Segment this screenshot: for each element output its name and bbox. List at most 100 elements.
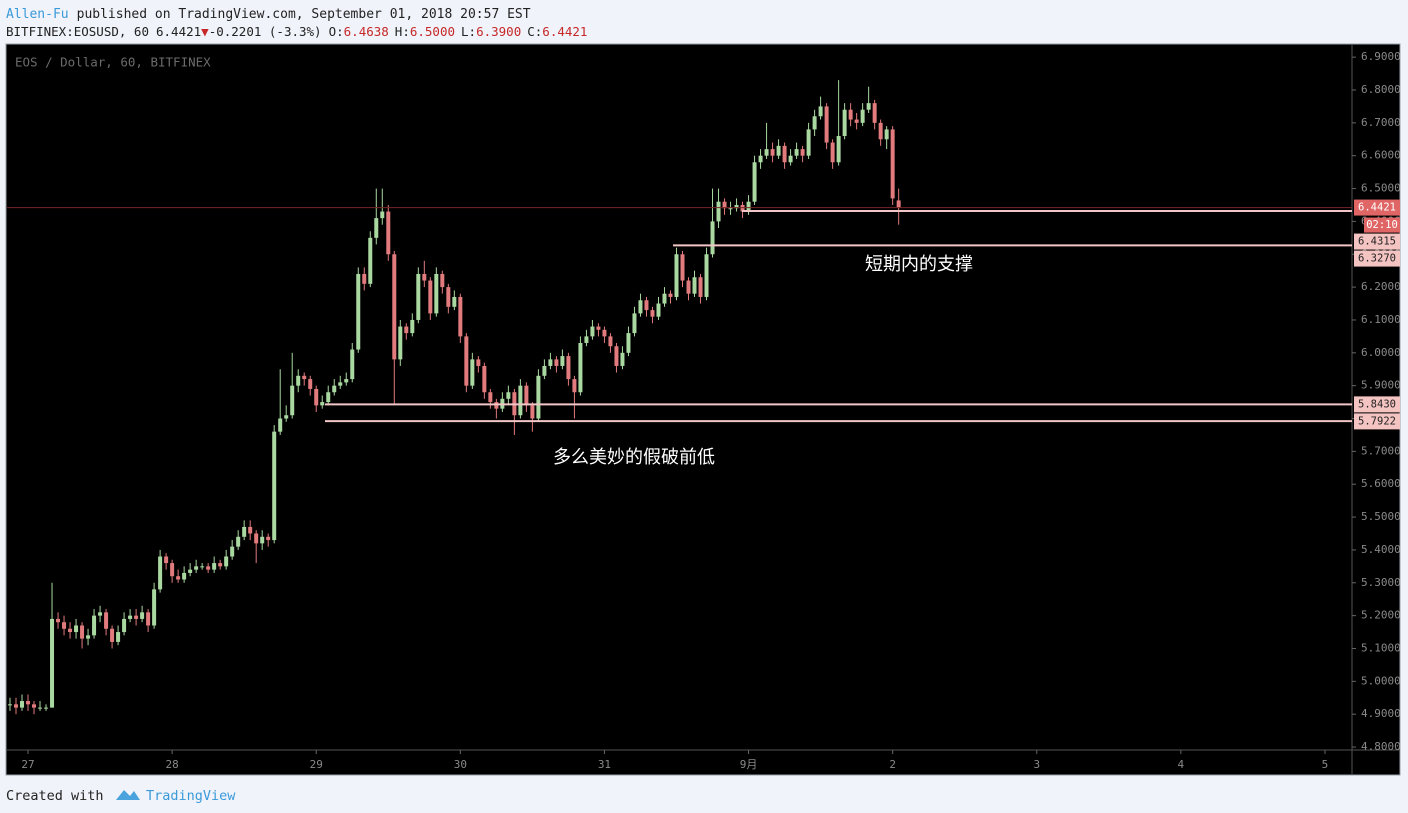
candle-body: [470, 359, 475, 386]
candle-body: [320, 402, 325, 406]
level-label: 5.7922: [1358, 415, 1396, 427]
candle-body: [314, 388, 319, 406]
candle-body: [602, 329, 607, 337]
candle-body: [194, 566, 199, 570]
candle-body: [524, 385, 529, 406]
brand-logo[interactable]: [116, 790, 140, 800]
symbol-line: BITFINEX:EOSUSD, 60 6.4421▼-0.2201 (-3.3%…: [6, 24, 587, 39]
candle-body: [290, 385, 295, 416]
candle-body: [104, 612, 109, 629]
candle-body: [806, 129, 811, 156]
candle-body: [554, 359, 559, 366]
candle-body: [716, 201, 721, 222]
y-tick-label: 6.7000: [1361, 116, 1401, 129]
candle-body: [842, 109, 847, 136]
annotation: 短期内的支撑: [865, 254, 973, 275]
y-tick-label: 5.9000: [1361, 379, 1401, 392]
y-tick-label: 5.0000: [1361, 674, 1401, 687]
x-tick-label: 30: [454, 758, 467, 771]
candle-body: [638, 300, 643, 314]
candle-body: [884, 129, 889, 140]
author[interactable]: Allen-Fu: [6, 7, 69, 22]
candle-body: [866, 103, 871, 110]
y-tick-label: 4.8000: [1361, 740, 1401, 753]
candle-body: [236, 536, 241, 547]
candle-body: [890, 129, 895, 199]
candle-body: [818, 106, 823, 117]
candle-body: [368, 237, 373, 284]
footer-brand[interactable]: TradingView: [146, 788, 236, 804]
x-tick-label: 5: [1322, 758, 1329, 771]
last: 6.4421: [156, 24, 201, 39]
candle-body: [278, 418, 283, 432]
y-tick-label: 5.1000: [1361, 641, 1401, 654]
candle-body: [170, 563, 175, 577]
candle-body: [92, 615, 97, 636]
candle-body: [44, 707, 49, 709]
candle-body: [464, 336, 469, 386]
y-tick-label: 6.5000: [1361, 182, 1401, 195]
candle-body: [248, 526, 253, 534]
level-label: 6.4315: [1358, 236, 1396, 248]
candle-body: [218, 563, 223, 567]
candle-body: [374, 218, 379, 238]
candle-body: [674, 254, 679, 297]
y-tick-label: 6.6000: [1361, 149, 1401, 162]
candle-body: [860, 109, 865, 123]
candle-body: [836, 135, 841, 163]
countdown: 02:10: [1366, 219, 1398, 231]
candle-body: [158, 556, 163, 590]
candle-body: [410, 319, 415, 334]
candle-body: [272, 431, 277, 541]
candle-body: [668, 293, 673, 297]
candle-body: [434, 273, 439, 314]
candle-body: [614, 346, 619, 366]
y-tick-label: 6.2000: [1361, 280, 1401, 293]
candle-body: [344, 379, 349, 383]
candle-body: [362, 273, 367, 284]
series-legend: EOS / Dollar, 60, BITFINEX: [15, 55, 211, 70]
candle-body: [326, 392, 331, 403]
y-tick-label: 6.8000: [1361, 83, 1401, 96]
candle-body: [116, 632, 121, 642]
candle-body: [662, 293, 667, 304]
candle-body: [128, 615, 133, 619]
ohlc-value: 6.3900: [476, 24, 521, 39]
x-tick-label: 3: [1033, 758, 1040, 771]
candle-body: [488, 392, 493, 403]
x-tick-label: 28: [165, 758, 178, 771]
candle-body: [98, 612, 103, 616]
candle-body: [212, 563, 217, 570]
candle-body: [242, 526, 247, 537]
candle-body: [644, 300, 649, 311]
candle-body: [896, 200, 901, 208]
candle-body: [20, 701, 25, 708]
candle-body: [182, 572, 187, 580]
candle-body: [698, 277, 703, 297]
y-tick-label: 6.0000: [1361, 346, 1401, 359]
candle-body: [164, 556, 169, 564]
y-tick-label: 6.9000: [1361, 50, 1401, 63]
candle-body: [146, 612, 151, 626]
plot-area: [8, 80, 901, 715]
y-tick-label: 5.5000: [1361, 510, 1401, 523]
candle-body: [230, 546, 235, 557]
candle-body: [284, 415, 289, 419]
candle-body: [830, 142, 835, 163]
candle-body: [776, 145, 781, 156]
candle-body: [722, 201, 727, 209]
candle-body: [596, 326, 601, 330]
candle-body: [296, 375, 301, 386]
x-tick-label: 27: [21, 758, 34, 771]
candle-body: [32, 704, 37, 708]
candle-body: [656, 303, 661, 317]
candle-body: [608, 336, 613, 347]
level-label-box: [1354, 413, 1400, 430]
candle-body: [14, 704, 19, 708]
y-tick-label: 6.1000: [1361, 313, 1401, 326]
candle-body: [812, 116, 817, 130]
candle-body: [428, 280, 433, 314]
candle-body: [206, 566, 211, 570]
candle-body: [746, 201, 751, 212]
